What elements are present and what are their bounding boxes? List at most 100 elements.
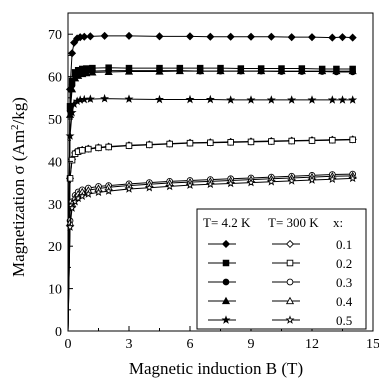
data-point [100, 31, 109, 40]
data-point [83, 189, 93, 198]
legend: T= 4.2 K T= 300 K x: 0.1 0.2 0.3 0.4 0.5 [196, 208, 367, 330]
data-point [308, 137, 316, 144]
data-point [327, 95, 337, 104]
data-point [146, 141, 153, 149]
legend-row-x-0.5: 0.5 [208, 313, 352, 328]
y-axis-label-superscript: 2 [9, 124, 21, 130]
data-point [327, 174, 337, 184]
data-point [185, 32, 195, 41]
data-point [124, 31, 134, 40]
legend-x-value: 0.5 [336, 313, 352, 328]
data-point [338, 33, 347, 42]
data-point [155, 32, 164, 41]
data-point [88, 68, 97, 76]
legend-rows: 0.1 0.2 0.3 0.4 0.5 [208, 237, 353, 328]
series-room-temp-x-0.2 [66, 136, 356, 332]
x-tick-label: 6 [187, 337, 194, 352]
data-point [268, 138, 275, 145]
data-point [78, 147, 86, 154]
data-point [67, 107, 77, 117]
data-point [267, 32, 276, 41]
data-point [77, 191, 87, 200]
legend-row-x-0.2: 0.2 [208, 256, 352, 271]
data-point [124, 94, 134, 103]
legend-marker-room-temp [286, 278, 294, 286]
y-tick-label: 30 [48, 198, 62, 213]
x-tick-label: 15 [366, 337, 379, 352]
data-point [288, 137, 295, 145]
y-tick-label: 60 [48, 71, 62, 86]
data-point [226, 32, 235, 41]
data-point [144, 182, 154, 192]
legend-marker-room-temp [285, 296, 295, 305]
data-point [318, 66, 327, 75]
data-point [297, 66, 306, 75]
data-point [155, 94, 164, 104]
data-point [105, 143, 112, 151]
data-point [68, 85, 77, 93]
data-point [307, 175, 317, 184]
data-point [165, 181, 175, 191]
data-point [196, 66, 205, 75]
data-point [226, 95, 236, 104]
y-axis-label-main: Magnetization σ (Am [9, 130, 28, 277]
legend-row-x-0.3: 0.3 [208, 275, 352, 290]
x-tick-label: 0 [65, 337, 72, 352]
legend-row-x-0.1: 0.1 [208, 237, 352, 252]
series-room-temp-x-0.5 [65, 173, 358, 332]
y-tick-label: 0 [55, 325, 62, 340]
data-point [104, 67, 113, 76]
y-tick-label: 70 [48, 28, 62, 43]
legend-marker-low-temp [221, 239, 231, 249]
data-point [175, 66, 184, 75]
data-point [227, 139, 234, 146]
data-point [266, 95, 276, 104]
data-point [125, 142, 133, 149]
data-point [79, 94, 89, 104]
series-low-temp-x-0.1 [65, 31, 357, 332]
data-point [155, 67, 164, 75]
y-axis-label: Magnetization σ (Am2/kg) [9, 97, 28, 277]
legend-marker-low-temp [222, 278, 230, 286]
y-tick-label: 20 [48, 240, 62, 255]
data-point [332, 66, 341, 75]
data-point [86, 32, 95, 41]
data-point [85, 145, 92, 153]
data-point [216, 66, 225, 75]
data-point [67, 203, 77, 212]
series-low-temp-x-0.5 [65, 93, 358, 332]
data-point [287, 33, 296, 42]
data-point [186, 139, 194, 147]
data-point [348, 66, 357, 75]
x-tick-label: 3 [126, 337, 133, 352]
data-point [277, 66, 286, 75]
data-point [246, 177, 256, 187]
data-point [100, 93, 110, 103]
series-layer [65, 31, 358, 332]
data-point [338, 95, 347, 104]
data-point [124, 67, 134, 75]
legend-x-value: 0.3 [336, 275, 352, 290]
data-point [257, 66, 266, 75]
data-point [349, 136, 356, 144]
y-tick-label: 10 [48, 283, 62, 298]
legend-box [196, 208, 367, 330]
legend-marker-room-temp [285, 239, 295, 249]
data-point [348, 95, 358, 104]
data-point [205, 179, 215, 189]
data-point [124, 184, 134, 193]
data-point [207, 139, 214, 146]
data-point [236, 66, 245, 75]
x-tick-label: 9 [248, 337, 255, 352]
data-point [246, 95, 256, 104]
data-point [95, 144, 102, 152]
legend-marker-room-temp [285, 315, 295, 324]
legend-row-x-0.4: 0.4 [208, 294, 353, 309]
data-point [247, 138, 255, 146]
legend-marker-low-temp [221, 296, 231, 305]
data-point [328, 33, 337, 42]
data-point [82, 68, 91, 77]
data-point [66, 175, 74, 182]
legend-x-value: 0.2 [336, 256, 352, 271]
